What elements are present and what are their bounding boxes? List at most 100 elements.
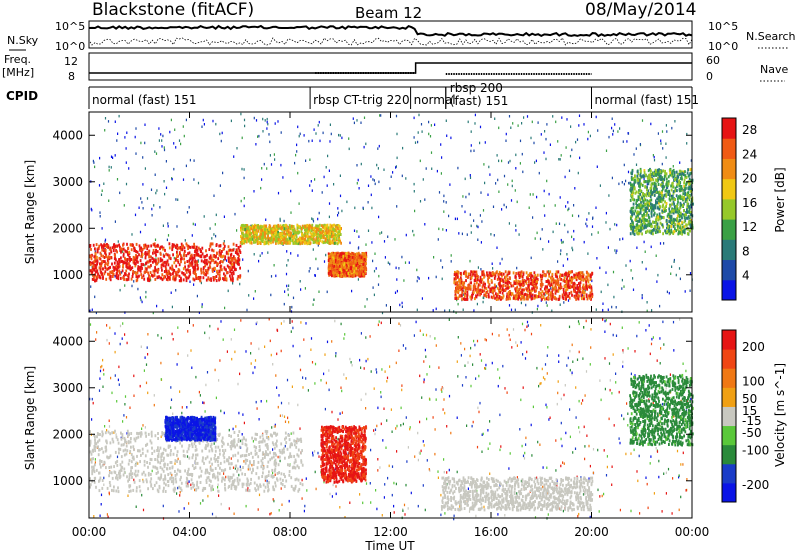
scatter-cell — [625, 264, 627, 267]
scatter-cell — [623, 163, 625, 167]
feature-cell — [340, 265, 343, 268]
scatter-cell — [226, 259, 228, 262]
feature-cell — [640, 175, 643, 179]
feature-cell — [210, 257, 213, 261]
feature-cell — [481, 290, 484, 293]
feature-cell — [512, 284, 515, 288]
scatter-cell — [140, 141, 142, 145]
feature-cell — [576, 274, 579, 278]
feature-cell — [130, 277, 133, 281]
feature-cell — [634, 191, 637, 195]
feature-cell — [345, 252, 348, 255]
scatter-cell — [419, 200, 422, 203]
scatter-cell — [171, 305, 173, 309]
feature-cell — [564, 293, 566, 297]
feature-cell — [352, 268, 354, 272]
feature-cell — [344, 256, 346, 259]
scatter-cell — [311, 217, 313, 220]
scatter-cell — [298, 134, 300, 138]
feature-cell — [332, 230, 334, 233]
feature-cell — [114, 266, 116, 270]
feature-cell — [341, 274, 344, 278]
feature-cell — [105, 245, 108, 248]
feature-cell — [506, 286, 508, 290]
scatter-cell — [625, 179, 627, 183]
scatter-cell — [312, 248, 314, 251]
feature-cell — [218, 269, 221, 273]
feature-cell — [244, 234, 247, 238]
scatter-cell — [514, 308, 516, 312]
scatter-cell — [145, 290, 147, 294]
feature-cell — [689, 203, 692, 207]
feature-cell — [276, 237, 278, 241]
feature-cell — [232, 255, 235, 259]
scatter-cell — [379, 232, 381, 235]
scatter-cell — [659, 304, 661, 308]
feature-cell — [330, 264, 333, 267]
feature-cell — [644, 180, 647, 184]
scatter-cell — [160, 133, 162, 136]
feature-cell — [208, 256, 211, 260]
feature-cell — [219, 249, 221, 252]
scatter-cell — [183, 134, 185, 138]
feature-cell — [144, 267, 147, 271]
feature-cell — [205, 258, 208, 262]
scatter-cell — [270, 163, 273, 166]
feature-cell — [130, 258, 133, 261]
feature-cell — [242, 240, 245, 243]
feature-cell — [472, 272, 475, 276]
feature-cell — [191, 262, 194, 266]
feature-cell — [283, 240, 286, 244]
scatter-cell — [164, 192, 166, 196]
scatter-cell — [214, 223, 216, 226]
scatter-cell — [101, 227, 103, 230]
scatter-cell — [387, 261, 389, 264]
scatter-cell — [457, 302, 459, 306]
feature-cell — [109, 278, 112, 282]
feature-cell — [233, 261, 235, 265]
feature-cell — [532, 286, 535, 290]
scatter-cell — [614, 223, 616, 226]
feature-cell — [183, 253, 186, 257]
feature-cell — [472, 290, 475, 294]
feature-cell — [329, 223, 332, 227]
feature-cell — [264, 228, 266, 232]
feature-cell — [340, 241, 342, 245]
feature-cell — [521, 290, 524, 294]
feature-cell — [181, 248, 184, 252]
feature-cell — [122, 247, 125, 251]
scatter-cell — [186, 211, 189, 214]
scatter-cell — [150, 278, 152, 282]
feature-cell — [638, 181, 641, 185]
scatter-cell — [623, 285, 625, 288]
scatter-cell — [441, 156, 443, 159]
feature-cell — [134, 256, 137, 260]
feature-cell — [173, 261, 176, 265]
scatter-cell — [484, 181, 486, 185]
feature-cell — [332, 253, 334, 257]
feature-cell — [656, 190, 659, 194]
feature-cell — [106, 256, 109, 260]
scatter-cell — [154, 150, 156, 153]
feature-cell — [344, 260, 346, 264]
feature-cell — [89, 269, 92, 273]
feature-cell — [143, 270, 146, 274]
feature-cell — [271, 236, 273, 240]
scatter-cell — [236, 229, 238, 232]
feature-cell — [332, 268, 335, 272]
scatter-cell — [548, 192, 550, 196]
scatter-cell — [357, 178, 359, 182]
feature-cell — [322, 233, 325, 237]
feature-cell — [262, 225, 265, 229]
feature-cell — [204, 264, 207, 268]
feature-cell — [475, 276, 478, 280]
feature-cell — [276, 233, 279, 237]
scatter-cell — [131, 284, 133, 288]
feature-cell — [630, 185, 633, 189]
feature-cell — [309, 224, 312, 228]
scatter-cell — [657, 273, 659, 277]
scatter-cell — [564, 175, 566, 179]
scatter-cell — [358, 187, 360, 190]
feature-cell — [288, 227, 290, 231]
feature-cell — [683, 185, 686, 188]
